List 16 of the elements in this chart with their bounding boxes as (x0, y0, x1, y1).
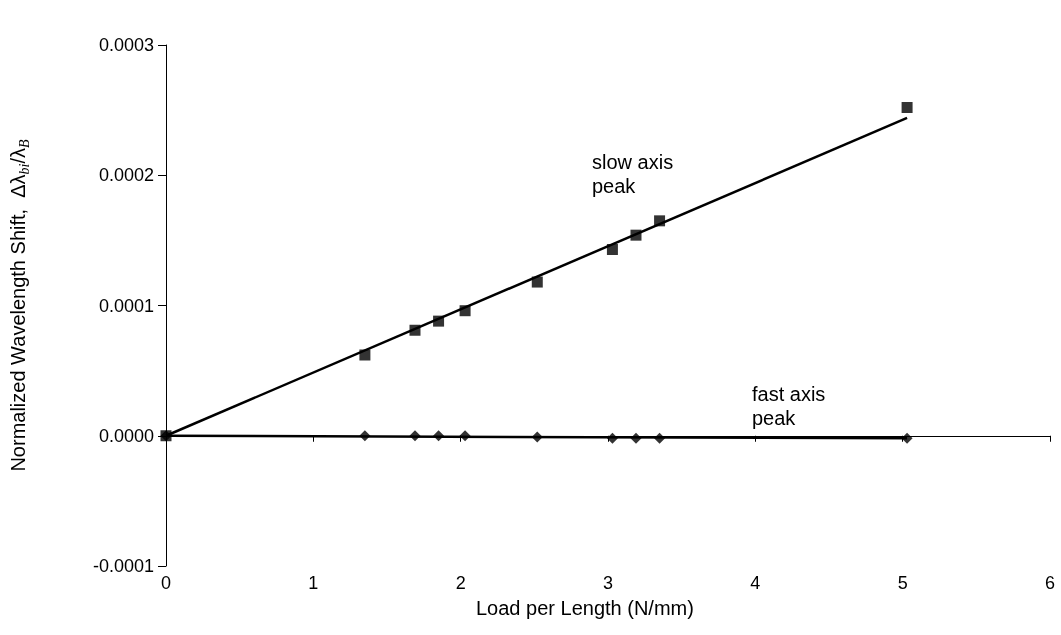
x-tick-label: 2 (455, 573, 466, 593)
y-tick-label: 0.0002 (98, 165, 154, 186)
x-tick-label: 0 (160, 573, 172, 593)
x-tick-label: 5 (897, 573, 908, 593)
y-tick-label: 0.0001 (98, 295, 154, 316)
y-tick-label: 0.0000 (98, 425, 154, 446)
x-axis-title: Load per Length (N/mm) (476, 597, 694, 619)
x-tick-label: 4 (750, 573, 761, 593)
annotation: slow axis peak (592, 151, 679, 197)
annotation: fast axis peak (752, 383, 831, 429)
y-axis-title: Normalized Wavelength Shift, Δλbi/λB (7, 138, 32, 472)
x-tick-label: 3 (602, 573, 614, 593)
x-tick-label: 1 (308, 573, 319, 593)
x-tick-label: 6 (1044, 573, 1056, 593)
y-tick-label: 0.0003 (98, 35, 154, 55)
y-tick-label: -0.0001 (92, 556, 154, 576)
